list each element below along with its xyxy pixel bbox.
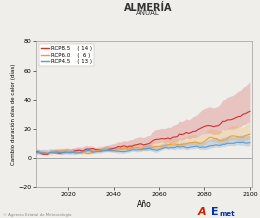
X-axis label: Año: Año bbox=[137, 200, 152, 209]
Y-axis label: Cambio duración olas de calor (días): Cambio duración olas de calor (días) bbox=[10, 64, 16, 165]
Text: ANUAL: ANUAL bbox=[136, 10, 160, 16]
Text: met: met bbox=[220, 211, 235, 217]
Text: E: E bbox=[211, 207, 218, 217]
Legend: RCP8.5    ( 14 ), RCP6.0    (  6 ), RCP4.5    ( 13 ): RCP8.5 ( 14 ), RCP6.0 ( 6 ), RCP4.5 ( 13… bbox=[39, 44, 94, 66]
Text: A: A bbox=[198, 207, 206, 217]
Text: © Agencia Estatal de Meteorología: © Agencia Estatal de Meteorología bbox=[3, 213, 71, 217]
Text: ALMERÍA: ALMERÍA bbox=[124, 3, 172, 13]
